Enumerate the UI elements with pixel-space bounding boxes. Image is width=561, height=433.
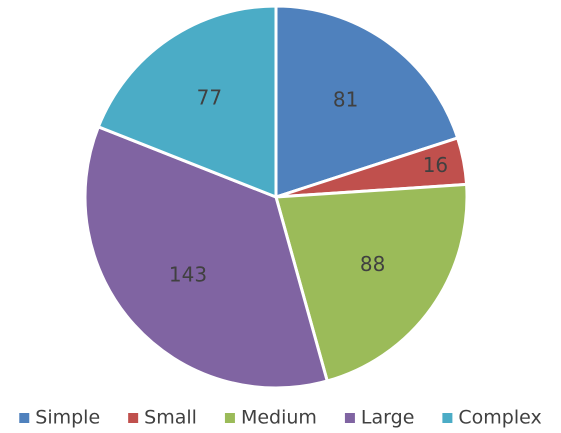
data-label: 88: [360, 252, 385, 276]
data-label: 77: [197, 86, 222, 110]
pie-slice: [274, 4, 460, 200]
data-label: 81: [333, 88, 358, 112]
legend-swatch: [442, 413, 453, 423]
legend-swatch: [128, 413, 139, 423]
legend-swatch: [344, 413, 355, 423]
legend-label: Complex: [458, 407, 541, 429]
legend-label: Simple: [35, 407, 100, 429]
legend-label: Small: [144, 407, 197, 429]
data-label: 143: [169, 263, 207, 287]
pie-slice: [96, 4, 278, 200]
legend-label: Medium: [241, 407, 317, 429]
legend-swatch: [19, 413, 30, 423]
pie-slice: [83, 124, 330, 390]
data-label: 16: [423, 153, 448, 177]
legend-label: Large: [361, 407, 414, 429]
legend-swatch: [224, 413, 235, 423]
pie-slice: [274, 182, 469, 383]
